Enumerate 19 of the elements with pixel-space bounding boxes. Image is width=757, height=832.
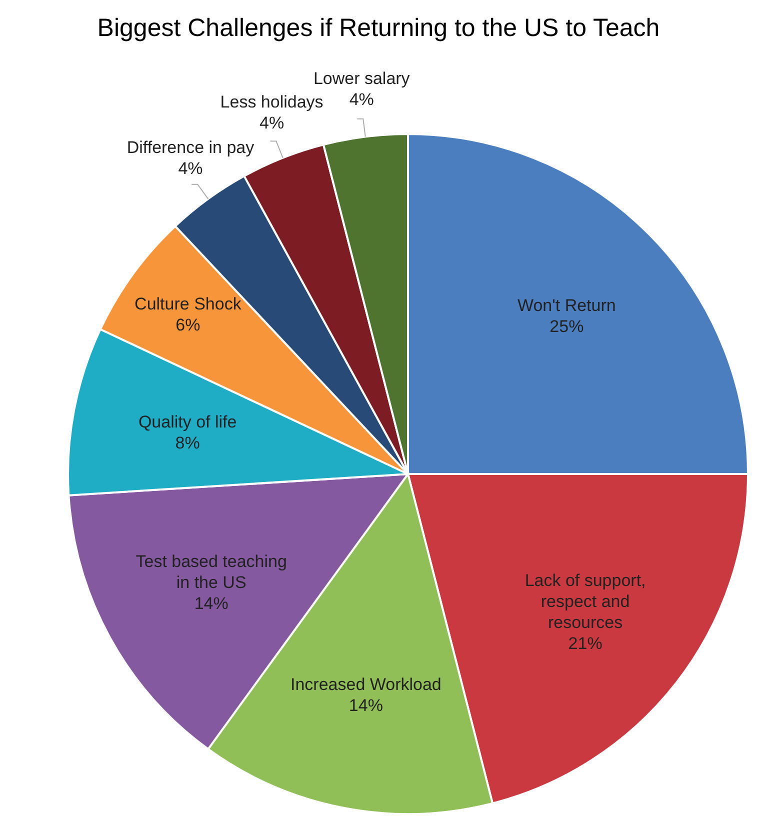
slice-label: Won't Return: [517, 295, 616, 314]
slice-label: Culture Shock: [134, 294, 242, 314]
slice-label: Test based teaching in the US: [136, 552, 287, 592]
slice-label: Increased Workload: [290, 674, 442, 694]
data-label: 8%: [175, 432, 200, 452]
slice-label: Difference in pay: [126, 138, 255, 157]
data-label: 21%: [568, 634, 602, 653]
slice-label: Lower salary: [313, 68, 410, 88]
data-label: 14%: [348, 695, 383, 714]
data-label: 14%: [194, 594, 228, 613]
data-label: 4%: [349, 89, 374, 108]
slice-label: Quality of life: [138, 412, 237, 431]
slice-label: Less holidays: [220, 92, 324, 112]
data-label: 25%: [550, 316, 584, 336]
slice-label: Lack of support, respect and resources: [524, 570, 646, 632]
data-label: 4%: [260, 113, 284, 132]
data-label: 6%: [176, 315, 200, 334]
chart-title: Biggest Challenges if Returning to the US to Teach: [96, 13, 661, 44]
data-label: 4%: [178, 158, 203, 178]
